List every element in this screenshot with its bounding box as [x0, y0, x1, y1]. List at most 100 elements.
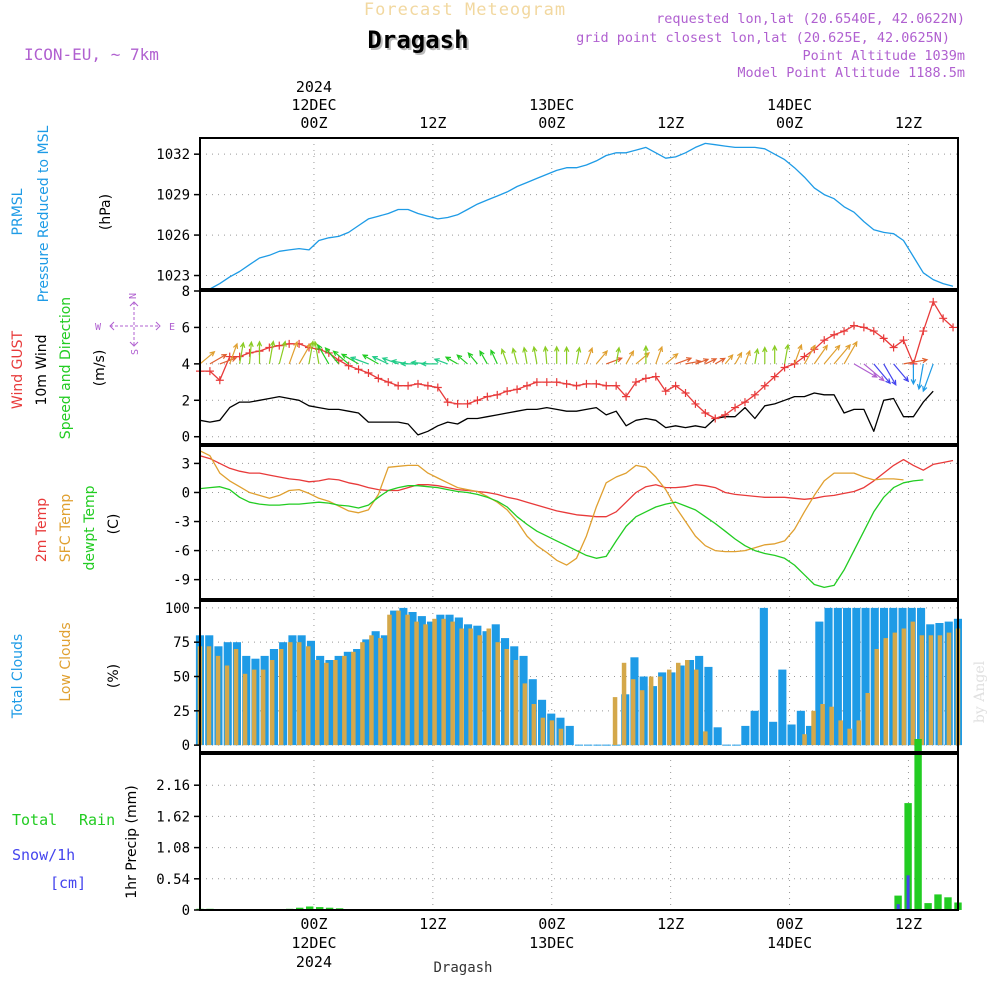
bottom-time-label: 12Z	[657, 915, 684, 933]
total-cloud-bar	[843, 607, 852, 746]
low-cloud-bar	[513, 660, 519, 746]
gust-marker	[919, 327, 928, 336]
precip-labels: Total Rain Snow/1h [cm] 1hr Precip (mm)	[12, 785, 140, 898]
low-cloud-bar	[342, 655, 347, 746]
low-cloud-bar	[937, 635, 943, 746]
gust-marker	[285, 339, 294, 348]
gust-marker	[641, 374, 650, 383]
wind-direction-arrow	[903, 357, 929, 365]
gust-marker	[453, 399, 462, 408]
precip-tick-label: 0.54	[156, 872, 190, 888]
total-cloud-bar	[796, 710, 805, 746]
low-cloud-bar	[450, 621, 455, 746]
wind-direction-arrow	[467, 352, 478, 365]
total-cloud-bar	[427, 621, 436, 746]
gust-marker	[473, 396, 482, 405]
total-cloud-bar	[750, 710, 759, 746]
gust-marker	[661, 387, 670, 396]
total-cloud-bar	[852, 607, 861, 746]
low-cloud-bar	[269, 660, 275, 746]
gust-marker	[572, 381, 581, 390]
total-cloud-bar	[436, 614, 445, 746]
low-cloud-bar	[224, 665, 230, 746]
total-cloud-bar	[565, 725, 574, 746]
wind-direction-arrow	[199, 350, 216, 365]
total-cloud-bar	[833, 607, 842, 746]
gust-marker	[522, 381, 531, 390]
low-cloud-bar	[360, 642, 365, 746]
prmsl-label: PRMSL	[10, 188, 26, 235]
model-name: ICON-EU, ~ 7km	[24, 45, 159, 64]
low-cloud-bar	[838, 720, 843, 746]
wind-direction-arrow	[625, 350, 635, 365]
low-cloud-bar	[847, 728, 852, 746]
model-altitude: Model Point Altitude 1188.5m	[737, 65, 965, 81]
wind-direction-arrow	[803, 344, 816, 365]
total-cloud-bar	[399, 607, 408, 746]
low-cloud-bar	[820, 704, 825, 746]
pressure-tick-label: 1026	[156, 228, 190, 244]
wind-direction-arrow	[595, 350, 609, 365]
top-time-label: 00Z	[538, 114, 565, 132]
gust-marker	[750, 390, 759, 399]
snow-bar	[906, 875, 910, 910]
wind-direction-arrow	[784, 343, 790, 365]
gust-marker	[651, 372, 660, 381]
wind-direction-arrow	[575, 346, 582, 365]
total-cloud-bar	[297, 635, 306, 746]
low-cloud-bar	[829, 706, 834, 746]
bottom-time-label: 2024	[296, 953, 332, 971]
wind-direction-arrow	[256, 340, 263, 364]
wind-direction-arrow	[361, 354, 379, 365]
wind-direction-arrow	[714, 357, 726, 365]
gust-marker	[899, 336, 908, 345]
gust-marker	[780, 363, 789, 372]
low-cloud-bar	[612, 697, 618, 746]
clouds-tick-label: 100	[165, 601, 190, 617]
low-cloud-bar	[459, 628, 464, 746]
gust-marker	[513, 385, 522, 394]
low-cloud-bar	[919, 635, 925, 746]
precip-tick-label: 0	[182, 903, 190, 919]
wind-frame	[199, 290, 959, 445]
wind-direction-arrow	[479, 350, 488, 365]
gust-marker	[245, 348, 254, 357]
total-cloud-bar	[769, 721, 778, 746]
total-cloud-bar	[759, 607, 768, 746]
pressure-frame	[199, 137, 959, 290]
dewpt-line	[199, 479, 924, 589]
gust-marker	[879, 334, 888, 343]
precip-frame	[199, 753, 959, 911]
wind-labels: Wind GUST 10m Wind Speed and Direction (…	[10, 297, 108, 439]
clouds-tick-label: 50	[173, 670, 190, 686]
gust-marker	[205, 367, 214, 376]
axis-layer: 1023 1026 1029 1032 0 2 4 6 8 -9 -6 -3 0 3 0 25 50 75 100 0…	[156, 78, 922, 971]
wind-direction-arrow	[248, 340, 254, 364]
total-cloud-bar	[464, 624, 473, 746]
wind-tick-label: 4	[182, 357, 190, 373]
wind-direction-arrow	[324, 347, 340, 365]
t2m-line	[199, 455, 954, 518]
temp-tick-label: -3	[173, 515, 190, 531]
gust-marker	[384, 378, 393, 387]
wind-direction-arrow	[873, 363, 891, 385]
wind-direction-arrow	[522, 346, 528, 365]
clouds-tick-label: 25	[173, 704, 190, 720]
rain-bar	[316, 907, 324, 910]
wind-direction-arrow	[563, 345, 570, 364]
total-cloud-bar	[362, 639, 371, 746]
total-cloud-bar	[787, 724, 796, 746]
low-cloud-bar	[946, 632, 952, 746]
wind-direction-arrow	[420, 361, 438, 367]
top-time-label: 00Z	[776, 114, 803, 132]
wind-direction-arrow	[665, 353, 679, 365]
wind-direction-arrow	[853, 363, 878, 378]
low-cloud-bar	[685, 660, 690, 746]
low-cloud-bar	[667, 669, 672, 746]
wind-direction-arrow	[863, 363, 885, 382]
total-cloud-bar	[815, 621, 824, 746]
pressure-labels: PRMSL Pressure Reduced to MSL (hPa)	[10, 125, 114, 302]
total-cloud-bar	[380, 635, 389, 746]
wind-direction-arrow	[532, 345, 538, 365]
